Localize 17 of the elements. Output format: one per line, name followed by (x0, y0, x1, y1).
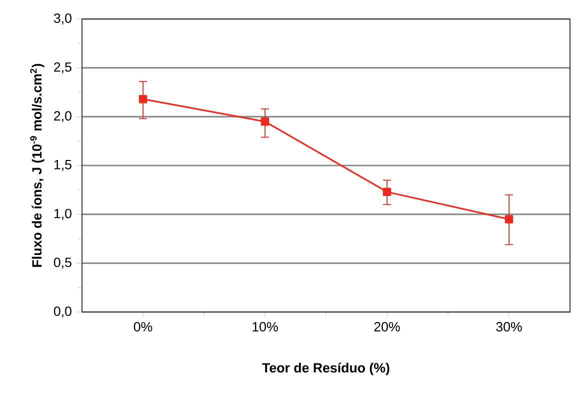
x-tick-label: 30% (496, 322, 522, 332)
x-tick-label: 10% (252, 322, 278, 332)
point (504, 215, 514, 224)
y-tick-label: 3,0 (54, 13, 72, 25)
y-tick-label: 1,5 (54, 160, 72, 171)
point (138, 94, 148, 104)
y-tick-label: 0,5 (54, 258, 72, 269)
point (382, 188, 392, 196)
y-tick-label: 1,0 (54, 208, 72, 220)
y-tick-label: 2,5 (54, 62, 72, 74)
y-tick-label: 0,0 (54, 306, 72, 318)
x-tick-label: 0% (134, 322, 152, 332)
x-tick-label: 20% (374, 322, 400, 332)
x-axis-title: Teor de Resíduo (%) (262, 362, 390, 376)
point (260, 117, 270, 126)
y-axis-title: Fluxo de íons, J (10$^{-9}$ mol/s.cm$^{2}$) (30, 64, 44, 267)
y-tick-label: 2,0 (54, 111, 72, 122)
